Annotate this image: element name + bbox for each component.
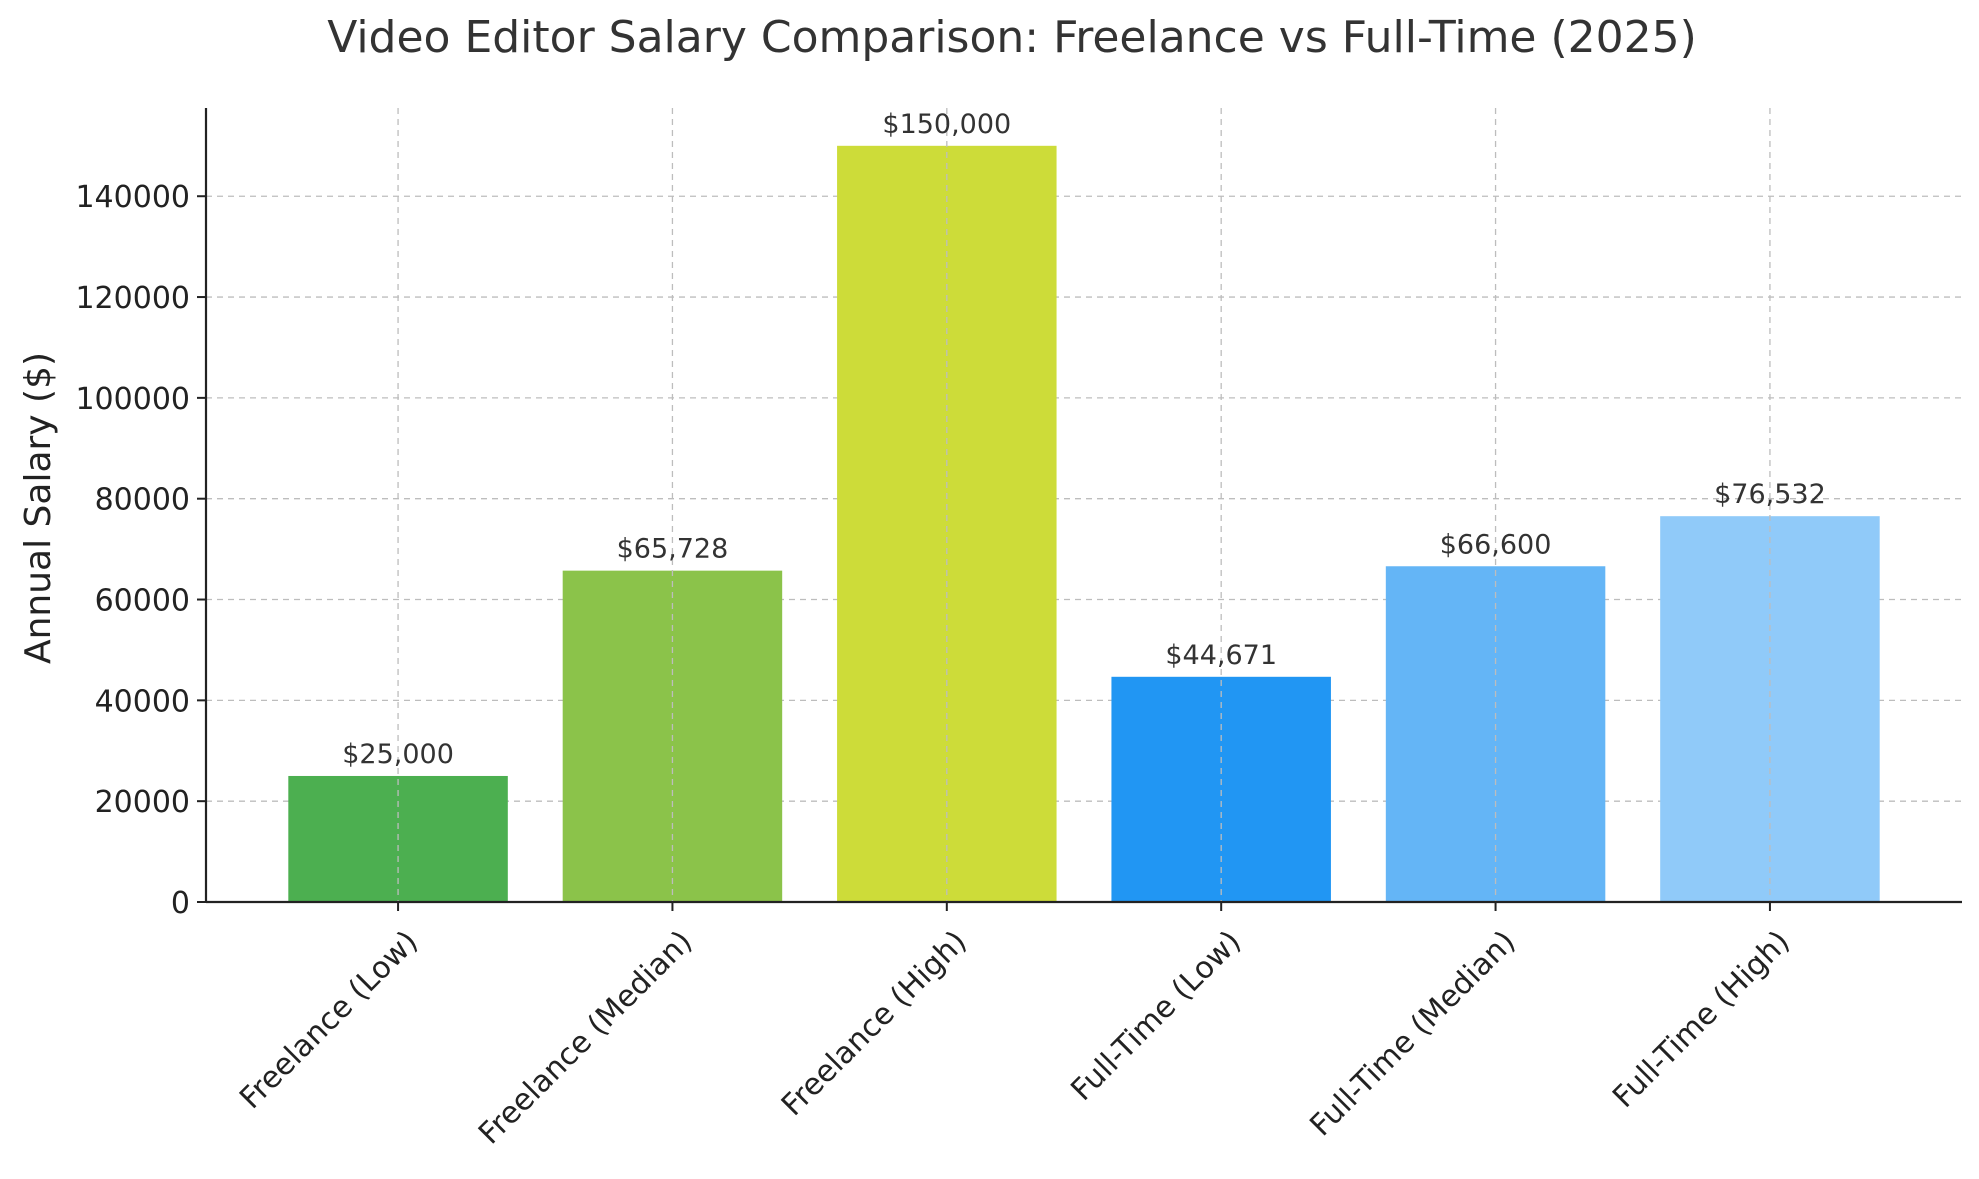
x-tick-label: Freelance (Median): [472, 924, 699, 1151]
axes: [197, 108, 1962, 911]
x-tick-label: Freelance (High): [775, 924, 974, 1123]
y-tick-label: 40000: [95, 684, 190, 719]
y-tick-label: 80000: [95, 483, 190, 518]
y-tick-label: 140000: [75, 180, 190, 215]
y-tick-label: 60000: [95, 584, 190, 619]
x-tick-label: Freelance (Low): [233, 924, 425, 1116]
chart-title: Video Editor Salary Comparison: Freelanc…: [327, 12, 1697, 63]
bar: [837, 145, 1057, 903]
y-axis-label: Annual Salary ($): [18, 352, 59, 664]
data-label: $66,600: [1440, 529, 1552, 560]
x-tick-label: Full-Time (Median): [1303, 924, 1522, 1143]
data-label: $150,000: [882, 109, 1011, 140]
data-labels: $25,000 $65,728 $150,000 $44,671 $66,600 $76,…: [342, 109, 1826, 770]
x-tick-labels: Freelance (Low) Freelance (Median) Freelan…: [233, 924, 1797, 1151]
bars: [288, 108, 1880, 903]
data-label: $44,671: [1165, 640, 1277, 671]
y-tick-label: 100000: [75, 382, 190, 417]
x-tick-label: Full-Time (Low): [1064, 924, 1248, 1108]
data-label: $76,532: [1714, 479, 1826, 510]
y-tick-label: 20000: [95, 785, 190, 820]
y-tick-label: 0: [171, 886, 190, 921]
x-tick-label: Full-Time (High): [1606, 924, 1797, 1115]
data-label: $25,000: [342, 739, 454, 770]
data-label: $65,728: [617, 534, 729, 565]
y-tick-labels: 0 20000 40000 60000 80000 100000 120000 140000: [75, 180, 190, 921]
y-tick-label: 120000: [75, 281, 190, 316]
